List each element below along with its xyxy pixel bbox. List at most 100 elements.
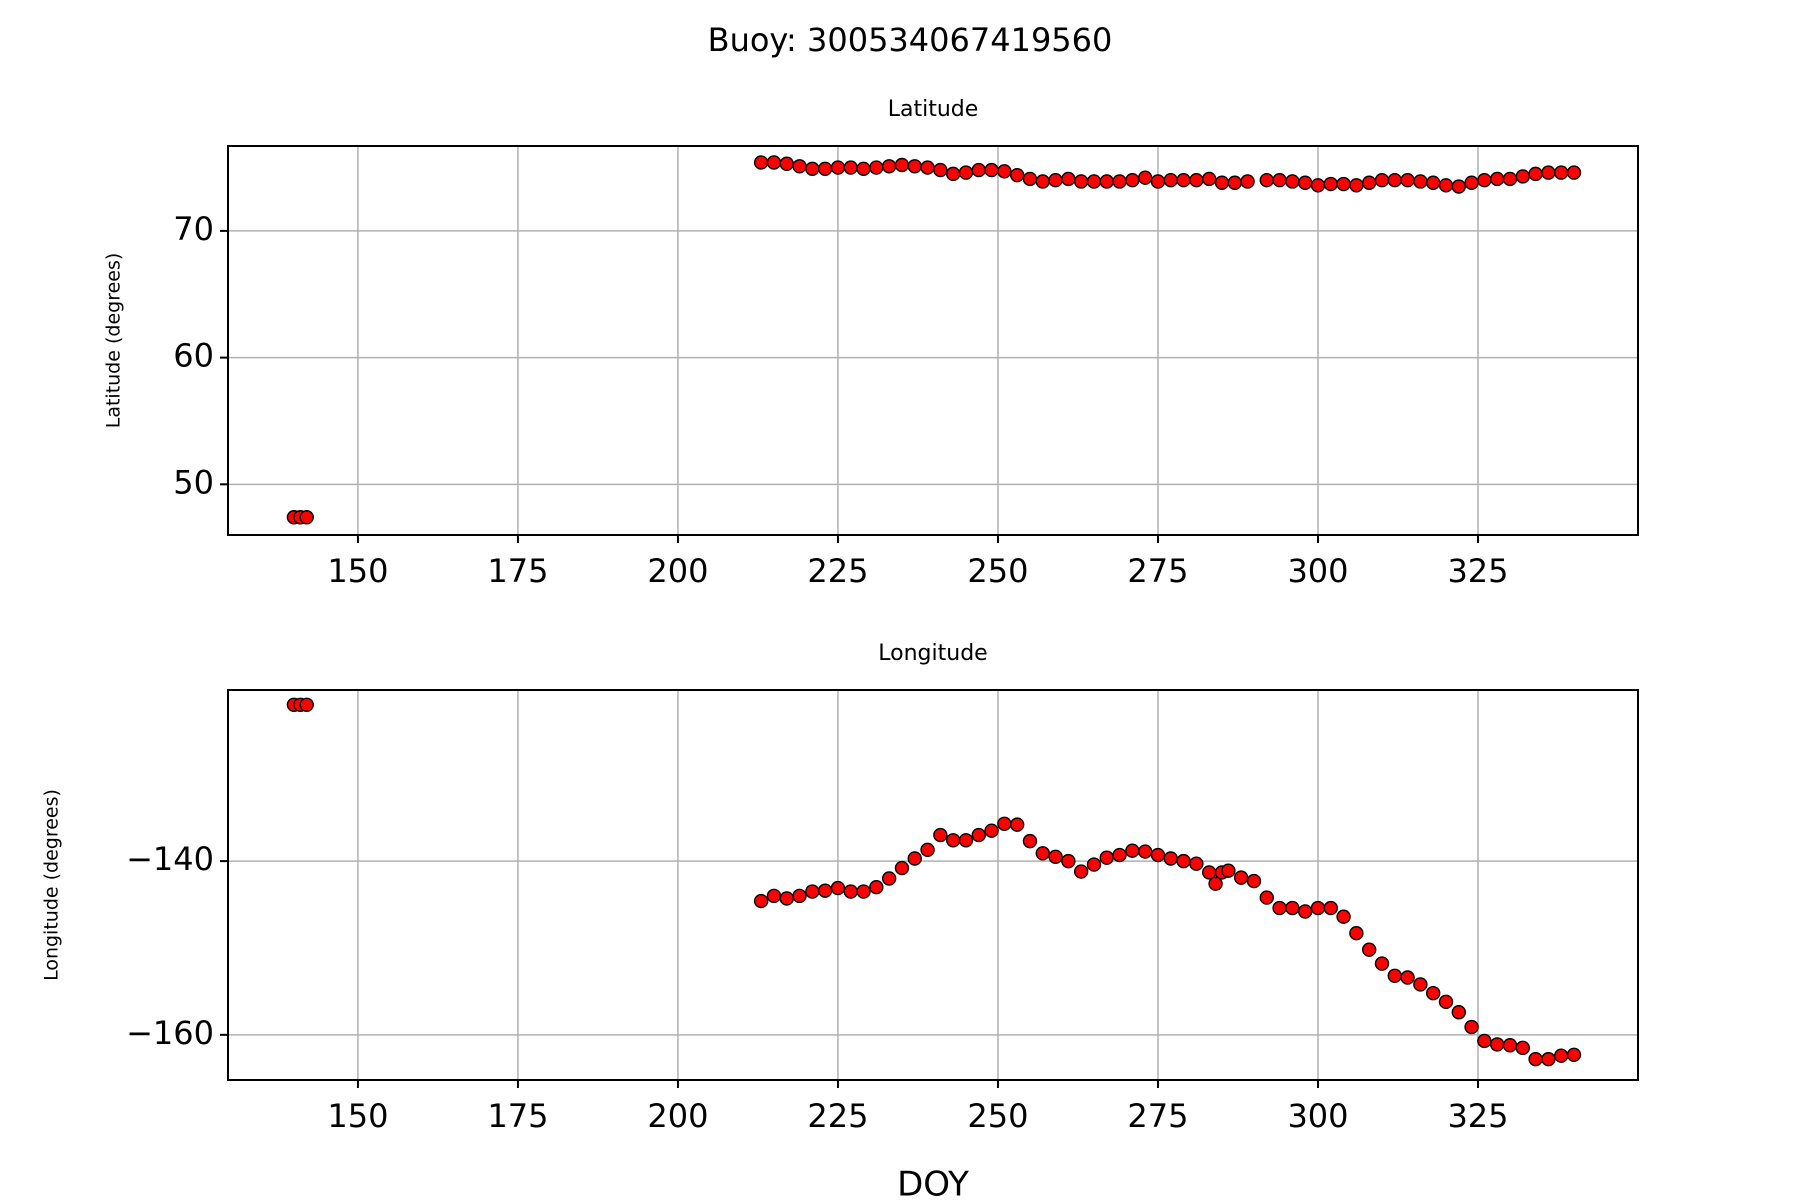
data-point — [856, 161, 871, 177]
x-tick-label: 325 — [1447, 1097, 1508, 1135]
x-tick-label: 225 — [807, 1097, 868, 1135]
x-tick-label: 300 — [1287, 1097, 1348, 1135]
data-point — [933, 827, 948, 843]
x-tick-label: 275 — [1127, 1097, 1188, 1135]
data-point — [881, 159, 897, 174]
data-point — [766, 155, 782, 170]
data-point — [869, 879, 884, 895]
data-point — [792, 888, 807, 904]
y-tick-label: 70 — [173, 210, 214, 248]
data-point — [1553, 165, 1569, 180]
data-point — [1349, 178, 1364, 193]
data-point — [1035, 846, 1050, 861]
data-point — [984, 823, 999, 838]
x-tick-label: 275 — [1127, 552, 1188, 590]
data-point — [1201, 171, 1217, 187]
data-point — [1073, 864, 1089, 879]
data-point — [1566, 1047, 1582, 1063]
data-point — [1246, 873, 1262, 889]
data-point — [1451, 1005, 1466, 1020]
data-point — [1163, 851, 1178, 866]
data-point — [1150, 847, 1166, 863]
data-point — [1528, 166, 1543, 182]
x-tick-label: 225 — [807, 552, 868, 590]
data-point — [1112, 847, 1127, 863]
data-point — [1323, 176, 1338, 192]
data-point — [843, 884, 858, 899]
axes-title: Longitude — [878, 641, 987, 666]
data-point — [792, 159, 807, 174]
data-point — [1022, 833, 1038, 849]
data-point — [1086, 174, 1102, 189]
data-point — [1227, 175, 1242, 190]
data-point — [1009, 817, 1025, 832]
data-point — [1086, 857, 1102, 872]
data-point — [1374, 173, 1390, 188]
data-point — [805, 161, 820, 177]
data-point — [753, 155, 769, 170]
data-point — [1125, 843, 1140, 858]
data-point — [1048, 849, 1063, 864]
data-point — [1022, 171, 1038, 187]
data-point — [997, 816, 1012, 831]
data-point — [1061, 853, 1076, 869]
y-axis-label: Longitude (degrees) — [41, 789, 63, 981]
data-point — [1310, 178, 1326, 193]
data-point — [805, 884, 820, 899]
data-point — [1477, 173, 1492, 188]
data-point — [1361, 175, 1377, 190]
data-point — [1176, 853, 1191, 869]
x-tick-label: 300 — [1287, 552, 1348, 590]
data-point — [1297, 904, 1313, 919]
data-point — [1137, 844, 1153, 859]
data-point — [817, 161, 833, 177]
data-point — [1137, 170, 1153, 185]
data-point — [1387, 968, 1402, 983]
axes-frame — [227, 689, 1639, 1081]
data-point — [299, 697, 314, 712]
data-point — [1099, 174, 1114, 189]
x-axis-label: DOY — [897, 1165, 969, 1200]
data-point — [1502, 1038, 1518, 1053]
data-point — [1515, 169, 1530, 184]
x-tick-label: 250 — [967, 1097, 1028, 1135]
x-tick-label: 250 — [967, 552, 1028, 590]
x-tick-label: 175 — [487, 552, 548, 590]
y-tick-label: 50 — [173, 463, 214, 501]
axes-frame — [227, 145, 1639, 536]
data-point — [1413, 174, 1428, 189]
data-point — [1413, 977, 1428, 992]
data-point — [830, 880, 846, 896]
data-point — [1515, 1040, 1530, 1056]
data-point — [1489, 171, 1505, 187]
data-point — [869, 160, 884, 175]
data-point — [1528, 1051, 1543, 1067]
y-tick-label: −160 — [126, 1014, 214, 1052]
data-point — [971, 162, 986, 178]
data-point — [1272, 173, 1287, 188]
x-tick-label: 150 — [327, 552, 388, 590]
data-point — [1061, 171, 1076, 187]
data-point — [1451, 179, 1466, 194]
data-point — [920, 842, 935, 858]
data-point — [1541, 1051, 1556, 1067]
data-point — [1189, 856, 1204, 871]
data-point — [1150, 174, 1166, 189]
data-point — [1035, 174, 1050, 189]
data-point — [1297, 175, 1313, 190]
y-tick-label: 60 — [173, 337, 214, 375]
data-point — [920, 160, 935, 175]
data-point — [1464, 175, 1479, 190]
data-point — [1272, 900, 1287, 916]
data-point — [1099, 850, 1114, 865]
data-point — [1310, 900, 1326, 916]
data-point — [1489, 1037, 1505, 1052]
data-point — [1464, 1019, 1479, 1035]
data-point — [1259, 173, 1274, 188]
y-tick-label: −140 — [126, 840, 214, 878]
data-point — [779, 891, 794, 906]
data-point — [1425, 985, 1441, 1001]
data-point — [843, 160, 858, 175]
data-point — [1176, 173, 1191, 188]
